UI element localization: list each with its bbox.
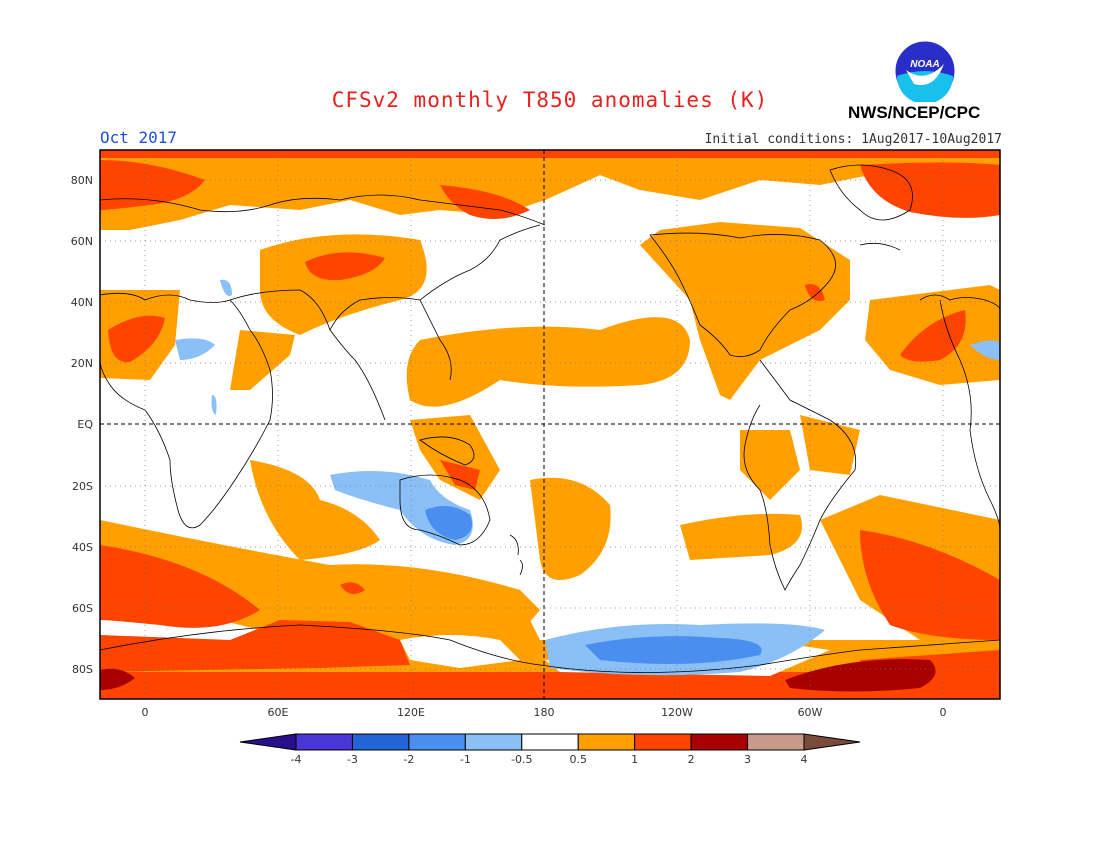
legend-label: -2 — [403, 753, 414, 766]
reference-lines — [100, 150, 1000, 699]
map-title: CFSv2 monthly T850 anomalies (K) — [331, 88, 769, 112]
legend-swatch — [464, 733, 523, 751]
lon-label: 0 — [142, 706, 149, 719]
map-frame — [99, 149, 1001, 700]
legend-label: -1 — [460, 753, 471, 766]
legend-label: 4 — [801, 753, 808, 766]
color-legend: -4 -3 -2 -1 -0.5 0.5 1 2 3 4 — [239, 733, 861, 766]
agency-label: NWS/NCEP/CPC — [848, 103, 981, 122]
legend-label: -4 — [291, 753, 302, 766]
lat-label: 60N — [71, 235, 93, 248]
legend-swatch — [690, 733, 749, 751]
lat-label: 20S — [72, 480, 93, 493]
legend-label: 0.5 — [569, 753, 587, 766]
initial-conditions: Initial conditions: 1Aug2017-10Aug2017 — [704, 132, 1002, 147]
lat-label: 40N — [71, 296, 93, 309]
lat-label: 20N — [71, 357, 93, 370]
legend-swatch — [351, 733, 410, 751]
coastlines — [100, 164, 1000, 673]
lon-label: 120E — [397, 706, 425, 719]
cooler-anomaly-zone — [425, 506, 762, 664]
lon-label: 120W — [661, 706, 693, 719]
legend-swatch-high-arrow — [803, 733, 861, 751]
lon-label: 180 — [534, 706, 555, 719]
lon-label: 0 — [940, 706, 947, 719]
very-strong-warm-anomaly-zone — [100, 659, 936, 692]
lat-label: 80S — [72, 663, 93, 676]
longitude-labels: 0 60E 120E 180 120W 60W 0 — [142, 706, 947, 719]
grid-lines — [100, 150, 1000, 699]
legend-label: -3 — [347, 753, 358, 766]
legend-label: 3 — [744, 753, 751, 766]
lon-label: 60E — [268, 706, 289, 719]
lat-label: 60S — [72, 602, 93, 615]
legend-swatch-low-arrow — [239, 733, 297, 751]
legend-label: 2 — [688, 753, 695, 766]
lon-label: 60W — [798, 706, 823, 719]
legend-swatch — [747, 733, 805, 751]
latitude-labels: 80N 60N 40N 20N EQ 20S 40S 60S 80S — [71, 174, 94, 676]
lat-label: 80N — [71, 174, 93, 187]
legend-label: 1 — [631, 753, 638, 766]
lat-label: EQ — [77, 418, 93, 431]
legend-swatch — [634, 733, 692, 751]
legend-label: -0.5 — [511, 753, 532, 766]
noaa-logo-icon: NOAA — [894, 40, 956, 102]
legend-swatch — [295, 733, 353, 751]
legend-swatch — [577, 733, 636, 751]
lat-label: 40S — [72, 541, 93, 554]
legend-swatch — [521, 733, 579, 751]
strong-warm-anomaly-zone — [100, 150, 1000, 699]
forecast-period: Oct 2017 — [100, 128, 178, 147]
legend-swatch — [408, 733, 466, 751]
logo-text: NOAA — [910, 59, 939, 70]
